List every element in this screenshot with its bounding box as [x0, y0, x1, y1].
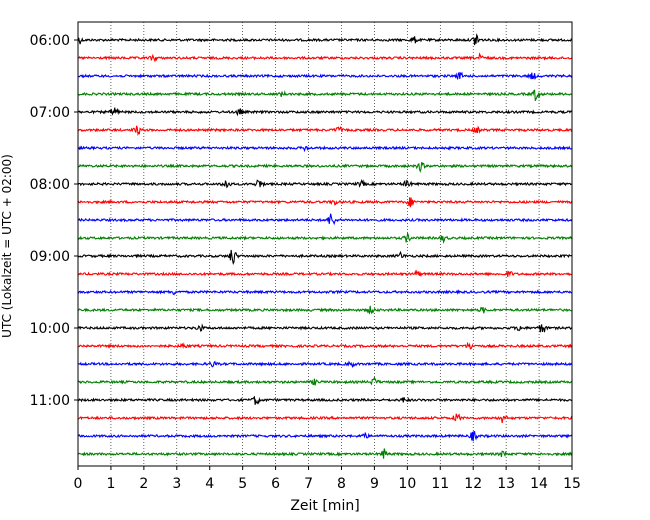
- y-tick-label: 07:00: [30, 105, 70, 121]
- x-tick-label: 12: [464, 476, 482, 492]
- plot-frame: [77, 21, 573, 467]
- trace-1000: [77, 323, 573, 333]
- trace-0800: [77, 179, 573, 189]
- x-tick-label: 13: [497, 476, 515, 492]
- y-tick-label: 10:00: [30, 321, 70, 337]
- y-axis-ticks: 06:00 07:00 08:00 09:00 10:00 11:00: [30, 33, 78, 409]
- x-tick-label: 3: [172, 476, 181, 492]
- y-tick-label: 08:00: [30, 177, 70, 193]
- x-tick-label: 7: [304, 476, 313, 492]
- trace-0745: [77, 161, 573, 173]
- trace-0715: [77, 125, 573, 137]
- trace-1045: [77, 376, 573, 386]
- x-tick-label: 9: [370, 476, 379, 492]
- y-tick-label: 09:00: [30, 249, 70, 265]
- trace-0815: [77, 197, 573, 208]
- y-tick-label: 06:00: [30, 33, 70, 49]
- x-axis-ticks: 0 1 2 3 4 5 6 7 8 9 10 11 12 13 14 15: [74, 466, 581, 492]
- x-axis-label: Zeit [min]: [290, 498, 359, 514]
- trace-1100: [77, 395, 573, 405]
- trace-0700: [77, 107, 573, 117]
- x-tick-label: 1: [106, 476, 115, 492]
- x-tick-label: 2: [139, 476, 148, 492]
- trace-0630: [77, 71, 573, 81]
- grid-lines: [110, 22, 540, 466]
- x-tick-label: 10: [398, 476, 416, 492]
- trace-0930: [77, 289, 573, 296]
- trace-0615: [77, 52, 573, 63]
- trace-0915: [77, 269, 573, 278]
- x-tick-label: 11: [431, 476, 449, 492]
- y-axis-label: UTC (Lokalzeit = UTC + 02:00): [0, 154, 14, 338]
- x-tick-label: 6: [271, 476, 280, 492]
- trace-1015: [77, 341, 573, 350]
- trace-0730: [77, 145, 573, 153]
- x-tick-label: 15: [563, 476, 581, 492]
- y-tick-label: 11:00: [30, 393, 70, 409]
- seismic-traces: [77, 33, 573, 459]
- x-tick-label: 4: [205, 476, 214, 492]
- trace-1130: [77, 430, 573, 442]
- trace-0600: [77, 33, 573, 46]
- trace-0645: [77, 89, 573, 102]
- trace-0830: [77, 213, 573, 226]
- trace-0900: [77, 249, 573, 266]
- x-tick-label: 8: [337, 476, 346, 492]
- trace-1115: [77, 413, 573, 424]
- trace-1030: [77, 360, 573, 369]
- trace-0945: [78, 305, 573, 315]
- trace-1145: [77, 448, 573, 459]
- x-tick-label: 5: [238, 476, 247, 492]
- x-tick-label: 0: [74, 476, 83, 492]
- trace-0845: [77, 231, 573, 245]
- x-tick-label: 14: [530, 476, 548, 492]
